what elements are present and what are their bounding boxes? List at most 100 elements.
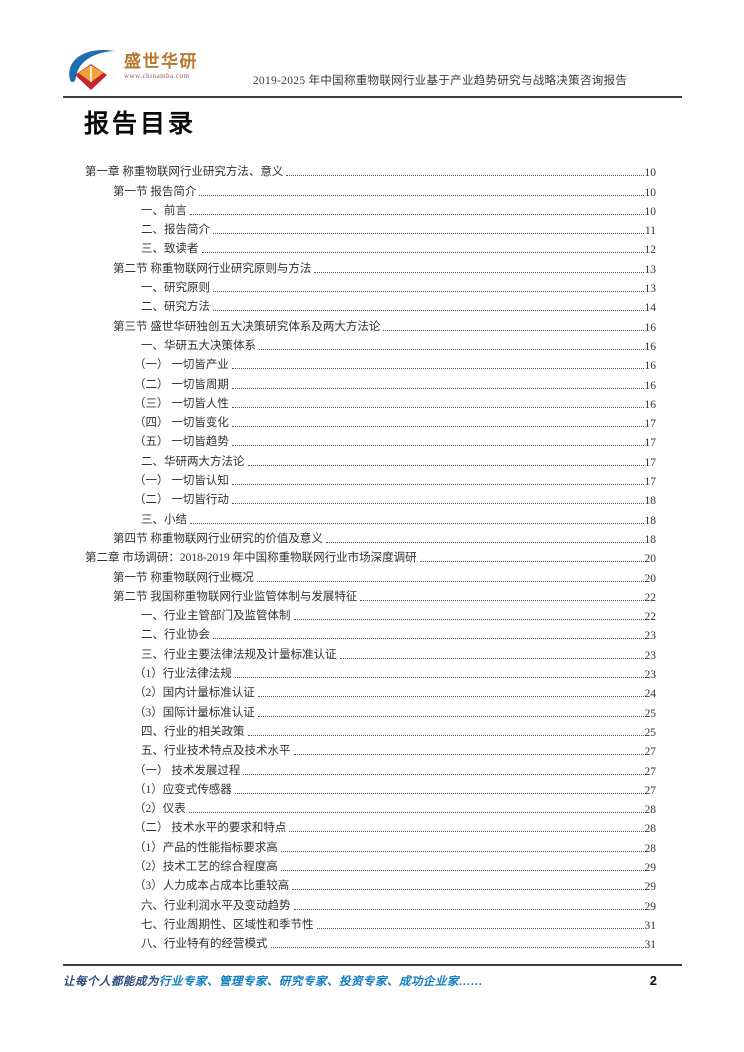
dot-leader	[280, 850, 644, 852]
dot-leader	[257, 696, 644, 698]
toc-entry-page: 29	[644, 861, 657, 874]
brand-logo: 盛世华研 www.chinamba.com	[63, 44, 198, 92]
toc-entry-title: 第一章 称重物联网行业研究方法、意义	[85, 166, 284, 179]
toc-entry: 一、研究原则 13	[63, 278, 656, 297]
dot-leader	[247, 464, 644, 466]
toc-entry: 第二章 市场调研：2018-2019 年中国称重物联网行业市场深度调研 20	[63, 548, 656, 567]
dot-leader	[247, 734, 644, 736]
toc-entry-title: （五） 一切皆趋势	[134, 436, 229, 449]
dot-leader	[213, 291, 644, 293]
toc-entry-page: 18	[644, 533, 657, 546]
toc-entry-title: 二、行业协会	[141, 629, 210, 642]
dot-leader	[213, 310, 644, 312]
toc-entry-title: 第一节 称重物联网行业概况	[113, 571, 254, 584]
dot-leader	[234, 677, 644, 679]
toc-entry: 五、行业技术特点及技术水平 27	[63, 741, 656, 760]
brand-text-block: 盛世华研 www.chinamba.com	[124, 53, 198, 84]
toc-entry: 六、行业利润水平及变动趋势 29	[63, 895, 656, 914]
dot-leader	[231, 503, 644, 505]
toc-entry-page: 22	[644, 611, 657, 624]
toc-entry-title: （1）行业法律法规	[134, 668, 232, 681]
toc-entry: 第一章 称重物联网行业研究方法、意义 10	[63, 162, 656, 181]
dot-leader	[383, 329, 644, 331]
dot-leader	[339, 657, 644, 659]
dot-leader	[270, 947, 644, 949]
toc-entry-title: （3）国际计量标准认证	[134, 706, 255, 719]
dot-leader	[190, 213, 644, 215]
toc-entry-title: （二） 一切皆行动	[134, 494, 229, 507]
toc-entry-page: 24	[644, 688, 657, 701]
toc-entry: （二） 一切皆周期 16	[63, 374, 656, 393]
toc-entry-page: 22	[644, 591, 657, 604]
toc-entry-title: （1）产品的性能指标要求高	[134, 841, 278, 854]
toc-entry-page: 31	[644, 939, 657, 952]
dot-leader	[259, 348, 644, 350]
toc-entry: 四、行业的相关政策 25	[63, 722, 656, 741]
toc-entry-title: 五、行业技术特点及技术水平	[141, 745, 291, 758]
toc-entry-page: 29	[644, 900, 657, 913]
toc-entry: （二） 一切皆行动 18	[63, 490, 656, 509]
page-title: 报告目录	[84, 110, 197, 138]
toc-entry-title: 一、行业主管部门及监管体制	[141, 610, 291, 623]
page-number: 2	[649, 973, 657, 988]
toc-entry-title: （2）仪表	[134, 803, 186, 816]
toc-entry-title: 三、行业主要法律法规及计量标准认证	[141, 648, 337, 661]
toc-entry-title: （四） 一切皆变化	[134, 417, 229, 430]
toc-entry-page: 28	[644, 823, 657, 836]
toc-entry: 第四节 称重物联网行业研究的价值及意义 18	[63, 529, 656, 548]
toc-entry-title: （一） 一切皆认知	[134, 475, 229, 488]
dot-leader	[243, 773, 644, 775]
toc-entry: 一、行业主管部门及监管体制 22	[63, 606, 656, 625]
toc-entry-page: 16	[644, 360, 657, 373]
footer-slogan: 让每个人都能成为行业专家、管理专家、研究专家、投资专家、成功企业家……	[63, 973, 483, 989]
toc-entry: （二） 技术水平的要求和特点 28	[63, 818, 656, 837]
dot-leader	[231, 387, 644, 389]
dot-leader	[256, 580, 644, 582]
toc-entry-page: 25	[644, 707, 657, 720]
brand-name: 盛世华研	[124, 51, 198, 71]
dot-leader	[231, 368, 644, 370]
toc-entry-page: 23	[644, 669, 657, 682]
dot-leader	[286, 175, 644, 177]
toc-entry: 三、致读者 12	[63, 239, 656, 258]
toc-entry: （1）应变式传感器 27	[63, 780, 656, 799]
toc-entry-page: 27	[644, 746, 657, 759]
toc-entry: 一、华研五大决策体系 16	[63, 336, 656, 355]
toc-entry: 七、行业周期性、区域性和季节性 31	[63, 915, 656, 934]
toc-entry: 八、行业特有的经营模式 31	[63, 934, 656, 953]
dot-leader	[360, 599, 644, 601]
toc-entry: 第二节 称重物联网行业研究原则与方法 13	[63, 258, 656, 277]
report-title: 2019-2025 年中国称重物联网行业基于产业趋势研究与战略决策咨询报告	[252, 75, 628, 87]
toc-entry-page: 18	[644, 495, 657, 508]
brand-logo-icon	[69, 49, 115, 90]
toc-entry-title: 第二节 称重物联网行业研究原则与方法	[113, 262, 312, 275]
toc-entry-page: 12	[644, 244, 657, 257]
toc-entry: （2）仪表 28	[63, 799, 656, 818]
toc-entry: （一） 一切皆认知 17	[63, 471, 656, 490]
dot-leader	[213, 233, 644, 235]
toc-entry-title: 第二章 市场调研：2018-2019 年中国称重物联网行业市场深度调研	[85, 552, 417, 565]
toc-entry-page: 13	[644, 283, 657, 296]
toc-entry-title: 四、行业的相关政策	[141, 725, 245, 738]
toc-entry: （四） 一切皆变化 17	[63, 413, 656, 432]
dot-leader	[293, 619, 644, 621]
dot-leader	[293, 754, 644, 756]
dot-leader	[201, 252, 644, 254]
dot-leader	[289, 831, 644, 833]
toc-entry: 二、华研两大方法论 17	[63, 451, 656, 470]
toc-entry-title: （一） 技术发展过程	[134, 764, 241, 777]
toc-entry-title: 三、小结	[141, 513, 187, 526]
logo-swoosh-icon	[69, 49, 115, 83]
toc-entry-page: 11	[644, 225, 656, 238]
toc-entry: （五） 一切皆趋势 17	[63, 432, 656, 451]
toc-entry: 三、小结 18	[63, 509, 656, 528]
toc-entry: 第一节 报告简介 10	[63, 181, 656, 200]
header-divider	[63, 96, 682, 98]
toc-entry-title: 第二节 我国称重物联网行业监管体制与发展特征	[113, 590, 358, 603]
toc-entry-page: 20	[644, 553, 657, 566]
dot-leader	[231, 426, 644, 428]
page-header: 盛世华研 www.chinamba.com 2019-2025 年中国称重物联网…	[63, 44, 682, 92]
toc-entry-title: 第四节 称重物联网行业研究的价值及意义	[113, 532, 323, 545]
toc-entry: 三、行业主要法律法规及计量标准认证 23	[63, 644, 656, 663]
dot-leader	[293, 908, 644, 910]
